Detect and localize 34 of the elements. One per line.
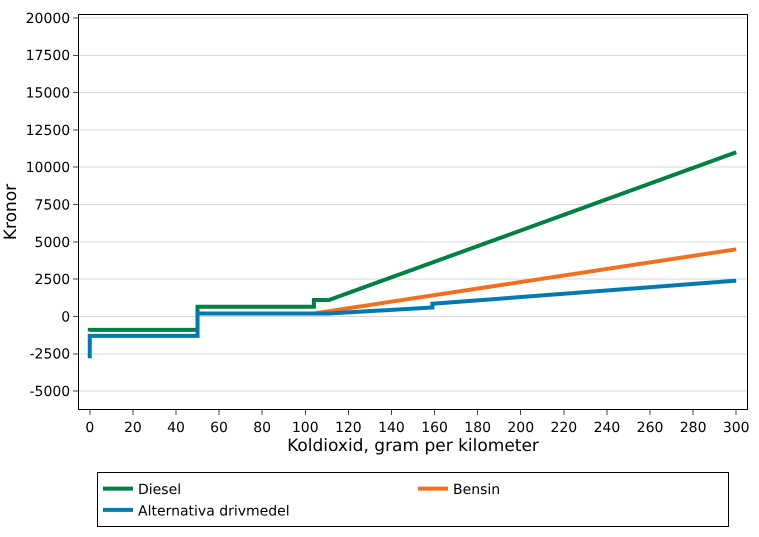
legend-label: Bensin bbox=[453, 482, 500, 498]
y-tick-label: -2500 bbox=[30, 346, 70, 363]
x-axis-title: Koldioxid, gram per kilometer bbox=[287, 436, 539, 456]
legend-label: Diesel bbox=[138, 482, 182, 498]
y-tick-label: 17500 bbox=[26, 48, 70, 64]
x-tick-label: 260 bbox=[636, 420, 664, 436]
x-tick-label: 240 bbox=[594, 420, 620, 436]
y-tick-label: 0 bbox=[61, 309, 70, 326]
x-tick-label: 20 bbox=[124, 420, 142, 436]
x-tick-label: 200 bbox=[507, 420, 534, 436]
x-tick-label: 220 bbox=[550, 420, 578, 436]
x-tick-label: 160 bbox=[421, 420, 448, 436]
y-tick-label: 15000 bbox=[26, 86, 70, 102]
x-tick-label: 0 bbox=[85, 420, 94, 436]
y-tick-label: 20000 bbox=[26, 10, 70, 27]
x-tick-label: 280 bbox=[680, 420, 706, 436]
y-tick-label: 2500 bbox=[34, 272, 70, 288]
y-tick-label: 10000 bbox=[26, 160, 70, 176]
x-tick-label: 60 bbox=[210, 420, 228, 436]
y-tick-label: 7500 bbox=[34, 197, 70, 214]
line-series bbox=[88, 150, 738, 334]
x-tick-label: 140 bbox=[378, 420, 405, 436]
y-tick-label: 12500 bbox=[26, 122, 70, 139]
line-series bbox=[88, 278, 738, 360]
y-tick-label: 5000 bbox=[34, 234, 70, 251]
x-tick-label: 120 bbox=[334, 420, 362, 436]
x-tick-label: 100 bbox=[292, 420, 319, 436]
x-tick-label: 80 bbox=[253, 420, 272, 436]
x-tick-label: 180 bbox=[464, 420, 492, 436]
y-tick-label: -5000 bbox=[30, 384, 70, 400]
legend-label: Alternativa drivmedel bbox=[138, 503, 290, 520]
y-axis-title: Kronor bbox=[1, 184, 22, 240]
x-tick-label: 40 bbox=[167, 420, 185, 436]
x-tick-label: 300 bbox=[722, 420, 750, 436]
